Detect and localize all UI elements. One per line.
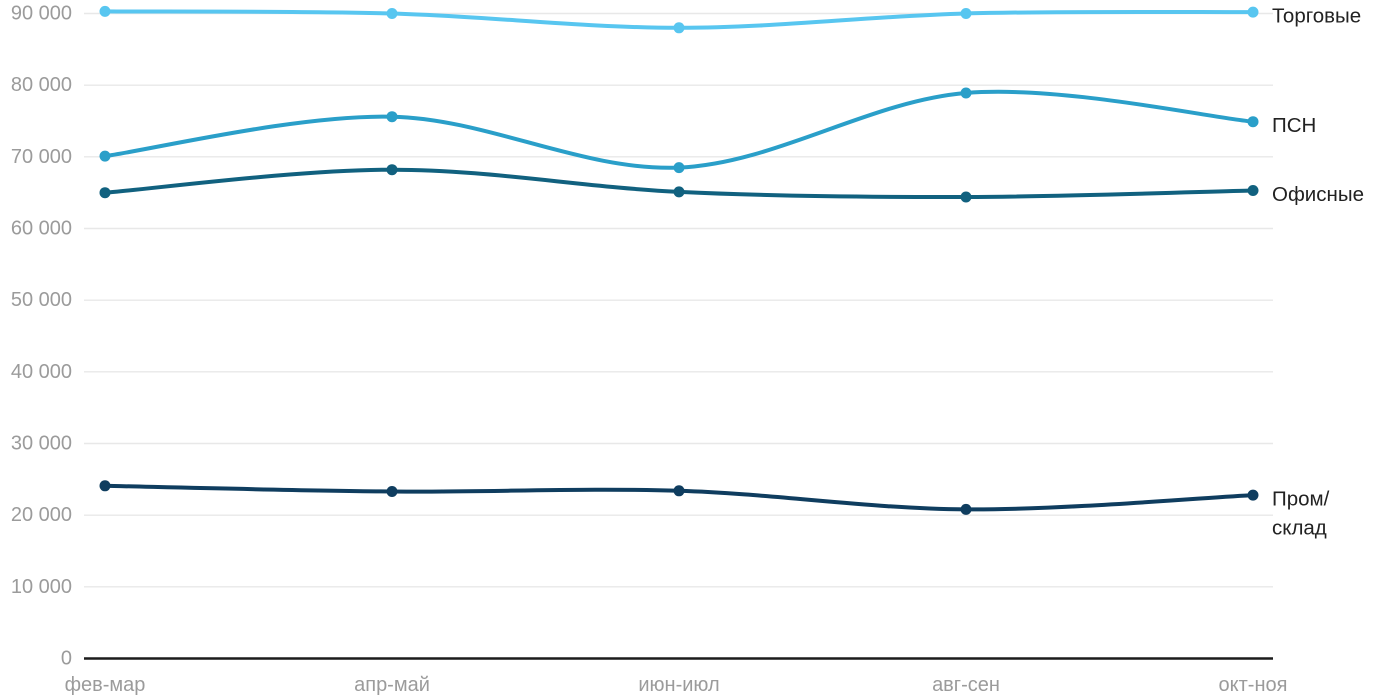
x-axis-tick-label: окт-ноя bbox=[1219, 674, 1288, 696]
series-end-label-3: Пром/ bbox=[1272, 488, 1330, 511]
series-point-0 bbox=[99, 5, 111, 17]
series-point-0 bbox=[960, 8, 972, 19]
series-end-label-1: ПСН bbox=[1272, 114, 1316, 137]
y-axis-tick-label: 10 000 bbox=[11, 576, 72, 598]
x-axis-tick-label: июн-июл bbox=[638, 674, 719, 696]
x-axis-tick-label: апр-май bbox=[354, 674, 430, 696]
series-point-0 bbox=[1247, 6, 1259, 18]
series-point-3 bbox=[960, 503, 972, 515]
series-point-3 bbox=[386, 486, 398, 497]
y-axis-tick-label: 70 000 bbox=[11, 146, 72, 168]
series-point-3 bbox=[99, 480, 111, 492]
series-point-1 bbox=[673, 162, 685, 174]
y-axis-tick-label: 80 000 bbox=[11, 74, 72, 96]
x-axis-tick-label: авг-сен bbox=[932, 674, 1000, 696]
y-axis-tick-label: 50 000 bbox=[11, 289, 72, 311]
y-axis-tick-label: 90 000 bbox=[11, 3, 72, 25]
series-point-1 bbox=[960, 87, 972, 99]
y-axis-tick-label: 30 000 bbox=[11, 433, 72, 455]
y-axis-tick-label: 0 bbox=[61, 648, 72, 670]
series-point-3 bbox=[673, 485, 685, 497]
series-point-2 bbox=[1247, 185, 1259, 196]
series-end-label-0: Торговые bbox=[1272, 5, 1361, 28]
y-axis-tick-label: 40 000 bbox=[11, 361, 72, 383]
series-point-2 bbox=[960, 191, 972, 203]
series-point-2 bbox=[99, 187, 111, 199]
y-axis-tick-label: 20 000 bbox=[11, 504, 72, 526]
series-point-0 bbox=[673, 22, 685, 34]
series-point-2 bbox=[386, 164, 398, 176]
series-point-1 bbox=[99, 150, 111, 162]
series-point-0 bbox=[386, 8, 398, 19]
series-point-1 bbox=[386, 111, 398, 123]
series-end-label-3: склад bbox=[1272, 517, 1327, 540]
series-point-1 bbox=[1247, 116, 1259, 128]
series-point-3 bbox=[1247, 489, 1259, 501]
series-point-2 bbox=[673, 186, 685, 198]
series-end-label-2: Офисные bbox=[1272, 183, 1364, 206]
x-axis-tick-label: фев-мар bbox=[65, 674, 146, 696]
y-axis-tick-label: 60 000 bbox=[11, 218, 72, 240]
